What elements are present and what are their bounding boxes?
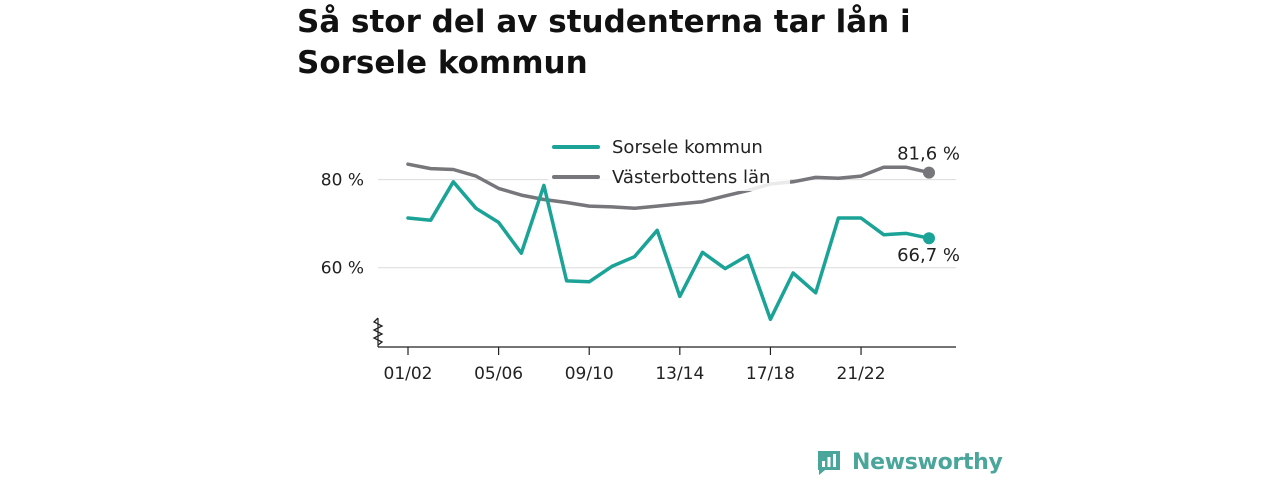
x-tick-label: 01/02 bbox=[384, 364, 433, 384]
brand-logo: Newsworthy bbox=[815, 445, 1003, 479]
y-tick-label: 80 % bbox=[321, 171, 364, 191]
x-tick-label: 05/06 bbox=[474, 364, 523, 384]
x-tick-label: 21/22 bbox=[837, 364, 886, 384]
series-end-point-0 bbox=[923, 232, 935, 245]
legend-label-1: Västerbottens län bbox=[612, 167, 770, 188]
legend: Sorsele kommun Västerbottens län bbox=[548, 133, 790, 191]
bar-chart-logo-icon bbox=[818, 451, 840, 475]
x-tick-label: 09/10 bbox=[565, 364, 614, 384]
y-tick-label: 60 % bbox=[321, 259, 364, 279]
x-tick-label: 13/14 bbox=[655, 364, 704, 384]
legend-label-0: Sorsele kommun bbox=[612, 137, 763, 158]
brand-name: Newsworthy bbox=[852, 449, 1003, 475]
y-axis-break-icon bbox=[372, 317, 384, 346]
end-label-vasterbotten: 81,6 % bbox=[897, 144, 960, 165]
series-line-0 bbox=[406, 180, 931, 322]
series-end-point-1 bbox=[923, 166, 935, 179]
end-label-sorsele: 66,7 % bbox=[897, 245, 960, 266]
axes: 60 % 80 % 01/02 05/06 09/10 13/14 17/18 21/22 bbox=[321, 171, 956, 384]
chart-title: Så stor del av studenterna tar lån i Sor… bbox=[297, 4, 911, 81]
series-line-1 bbox=[406, 162, 931, 211]
x-tick-label: 17/18 bbox=[746, 364, 795, 384]
series-lines: 81,6 % 66,7 % bbox=[406, 144, 960, 322]
